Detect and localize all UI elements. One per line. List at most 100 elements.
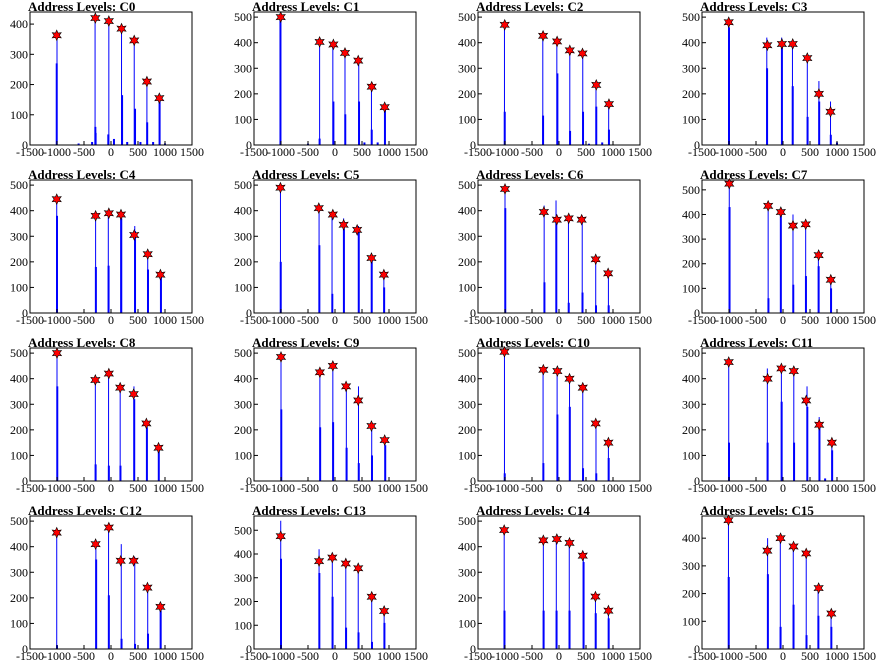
peak-star-marker: [603, 98, 615, 111]
peak-star-marker: [723, 356, 734, 369]
y-tick-label: 400: [458, 372, 476, 386]
y-tick-label: 400: [458, 204, 476, 218]
histogram-bar: [91, 141, 94, 145]
chart-svg: Address Levels: C14 0 100 200 300 400 500 -1500…: [458, 503, 652, 663]
x-tick-label: -1500: [688, 313, 716, 327]
x-tick-label: 1000: [825, 145, 849, 159]
y-tick-label: 200: [234, 87, 252, 101]
histogram-bar: [370, 129, 373, 145]
x-tick-label: -1000: [715, 649, 743, 663]
y-tick-label: 300: [234, 61, 252, 75]
histogram-bar: [94, 132, 97, 145]
chart-svg: Address Levels: C20100200300400500-1500-…: [458, 0, 652, 159]
histogram-bar: [582, 562, 585, 649]
histogram-bar: [147, 585, 149, 649]
histogram-bar: [792, 214, 794, 313]
peak-star-marker: [351, 223, 363, 236]
peak-star-marker: [128, 554, 139, 567]
histogram-bar: [830, 101, 832, 145]
histogram-bar: [159, 610, 162, 649]
y-tick-label: 500: [10, 346, 28, 360]
histogram-bar: [594, 305, 597, 313]
histogram-bar: [357, 463, 360, 481]
y-tick-label: 100: [234, 448, 252, 462]
peak-star-marker: [141, 417, 152, 430]
histogram-bar: [792, 604, 795, 649]
histogram-bar: [112, 138, 115, 145]
x-tick-label: -1500: [240, 145, 268, 159]
y-tick-label: 300: [458, 397, 476, 411]
histogram-bar: [728, 363, 730, 481]
x-tick-label: -1000: [267, 649, 295, 663]
peak-star-marker: [129, 229, 140, 241]
y-tick-label: 500: [10, 514, 28, 528]
peak-star-marker: [366, 590, 377, 603]
y-tick-label: 500: [682, 346, 700, 360]
histogram-bar: [805, 221, 807, 313]
peak-star-marker: [313, 555, 325, 568]
histogram-bar: [107, 465, 110, 481]
chart-panel: Address Levels: C13 0 100 200 300 400 500 -1500…: [224, 503, 448, 672]
y-tick-label: 500: [458, 178, 476, 192]
chart-panel: Address Levels: C5 0 100 200 300 400 500 -1500-…: [224, 167, 448, 336]
peak-star-marker: [723, 16, 734, 29]
peak-star-marker: [590, 590, 601, 603]
plot-frame: [29, 11, 193, 146]
x-tick-label: -1000: [491, 649, 519, 663]
peak-star-marker: [327, 551, 338, 564]
histogram-bar: [94, 378, 96, 481]
y-tick-label: 200: [682, 587, 700, 601]
histogram-bar: [134, 556, 136, 649]
histogram-bar: [77, 143, 80, 145]
histogram-bar: [581, 292, 584, 313]
x-tick-label: 0: [108, 313, 114, 327]
plot-frame: [701, 179, 865, 314]
peak-star-marker: [129, 34, 140, 47]
histogram-bar: [779, 535, 781, 649]
y-tick-label: 200: [682, 257, 700, 271]
x-tick-label: -500: [521, 145, 543, 159]
histogram-bar: [120, 218, 123, 313]
plot-frame: [477, 347, 641, 482]
histogram-bar: [108, 21, 110, 145]
histogram-bar: [607, 129, 610, 145]
chart-title: Address Levels: C9: [252, 335, 360, 350]
y-tick-label: 100: [10, 616, 28, 630]
histogram-bar: [158, 101, 161, 145]
histogram-bar: [120, 638, 123, 649]
histogram-bar: [370, 86, 372, 145]
y-tick-label: 0: [470, 642, 476, 656]
y-tick-label: 100: [682, 281, 700, 295]
peak-star-marker: [103, 367, 114, 380]
x-tick-label: 1500: [404, 649, 428, 663]
histogram-bar: [146, 81, 148, 145]
x-tick-label: -1500: [688, 145, 716, 159]
chart-svg: Address Levels: C10100200300400500-1500-…: [234, 0, 428, 159]
y-tick-label: 300: [458, 565, 476, 579]
peak-star-marker: [499, 345, 510, 358]
x-tick-label: -1000: [43, 649, 71, 663]
chart-title: Address Levels: C7: [700, 167, 808, 182]
peak-star-marker: [379, 434, 390, 447]
histogram-bar: [780, 401, 783, 481]
y-tick-label: 200: [234, 423, 252, 437]
chart-title: Address Levels: C15: [700, 503, 814, 518]
y-tick-label: 0: [246, 642, 252, 656]
x-tick-label: 1000: [825, 649, 849, 663]
y-tick-label: 400: [234, 372, 252, 386]
peak-star-marker: [564, 44, 575, 57]
peak-star-marker: [353, 54, 364, 67]
histogram-bar: [779, 626, 782, 649]
histogram-bar: [345, 627, 348, 650]
x-tick-label: 0: [332, 313, 338, 327]
histogram-bar: [766, 68, 769, 145]
peak-star-marker: [275, 351, 287, 363]
histogram-bar: [595, 259, 597, 313]
y-tick-label: 0: [22, 138, 28, 152]
histogram-bar: [121, 30, 123, 145]
y-tick-label: 500: [234, 10, 252, 24]
peak-star-marker: [787, 38, 798, 50]
histogram-bar: [568, 541, 570, 649]
y-tick-label: 0: [694, 138, 700, 152]
histogram-bar: [146, 122, 149, 145]
